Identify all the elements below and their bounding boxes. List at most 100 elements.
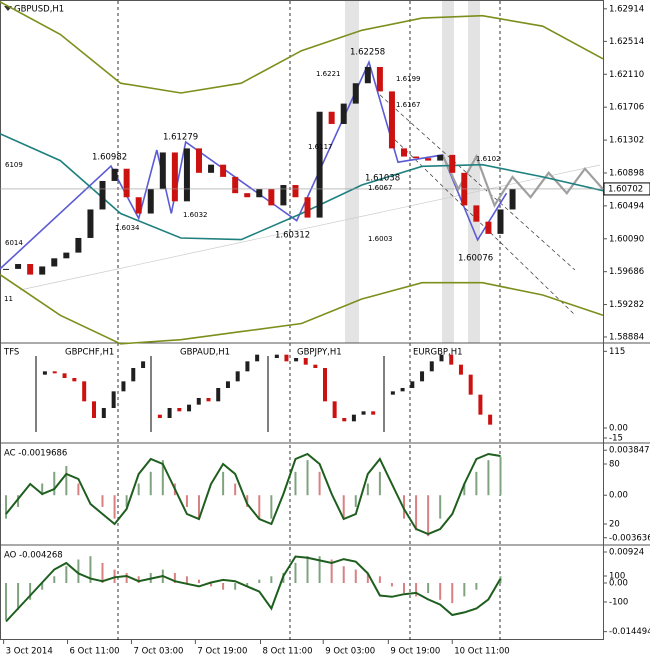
- y-tick-label: 1.62110: [609, 70, 644, 80]
- candle: [123, 168, 130, 198]
- candle: [244, 193, 251, 198]
- candle: [232, 176, 239, 194]
- candle: [316, 111, 323, 218]
- y-tick-label: 0.00: [609, 491, 628, 501]
- y-tick-label: 0.00924: [609, 548, 644, 558]
- candle: [75, 237, 82, 253]
- candle: [208, 164, 215, 173]
- pair-candle: [82, 381, 87, 402]
- candle: [328, 111, 335, 124]
- pair-candle: [245, 361, 250, 372]
- candle: [292, 185, 299, 198]
- annotation: 1.6199: [396, 75, 421, 83]
- pair-candle: [284, 354, 289, 362]
- pair-candle: [342, 418, 347, 422]
- y-tick-label: 20: [609, 520, 620, 530]
- pair-candle: [351, 414, 356, 422]
- annotation: 1.6003: [368, 235, 393, 243]
- pair-candle: [42, 371, 47, 375]
- pair-candle: [332, 401, 337, 418]
- x-tick-label: 6 Oct 11:00: [70, 647, 120, 657]
- annotation: 11: [4, 295, 13, 303]
- pair-candle: [313, 364, 318, 368]
- x-tick-label: 9 Oct 03:00: [325, 647, 375, 657]
- annotation: 1.61279: [163, 133, 198, 143]
- x-tick-label: 9 Oct 19:00: [390, 647, 440, 657]
- candle: [135, 197, 142, 214]
- y-tick-label: -100: [609, 597, 628, 607]
- annotation: 1.60982: [92, 153, 127, 163]
- candle: [509, 189, 516, 210]
- annotation: 1.61038: [365, 174, 400, 184]
- annotation: 1.6032: [183, 211, 208, 219]
- y-tick-label: -0.014494: [609, 627, 650, 637]
- pair-candle: [371, 411, 376, 415]
- pair-candle: [235, 371, 240, 382]
- y-tick-label: 1.61706: [609, 103, 644, 113]
- oscillator-line: [5, 452, 501, 536]
- pair-candle: [274, 354, 279, 358]
- annotation: 1.6034: [115, 224, 140, 232]
- annotation: 6109: [5, 161, 23, 169]
- y-tick-label: 1.62514: [609, 37, 644, 47]
- band: [468, 1, 480, 343]
- pair-candle: [196, 398, 201, 405]
- candle: [27, 264, 34, 275]
- pair-candle: [157, 414, 162, 418]
- pair-candle: [390, 391, 395, 395]
- annotation: 1.6221: [316, 70, 341, 78]
- indicator-line: [0, 1, 604, 94]
- annotation: 1.6067: [368, 184, 393, 192]
- y-tick-label: 100: [609, 572, 625, 582]
- candle: [147, 189, 154, 214]
- pair-label: GBPJPY,H1: [297, 348, 342, 358]
- annotation: 6014: [5, 239, 23, 247]
- pair-candle: [420, 371, 425, 382]
- pair-candle: [101, 408, 106, 418]
- channel-lines: [19, 94, 601, 316]
- indicator-line: [441, 153, 604, 208]
- pair-candle: [111, 391, 116, 408]
- y-tick-label: 1.60898: [609, 168, 644, 178]
- candle: [304, 197, 311, 218]
- candle: [183, 148, 190, 202]
- pair-candle: [439, 354, 444, 362]
- pair-candle: [92, 401, 96, 418]
- pair-candle: [177, 408, 182, 412]
- candle: [15, 264, 22, 269]
- annotation: 1.60312: [275, 231, 310, 241]
- current-price-box: [603, 182, 650, 196]
- candle: [437, 154, 444, 161]
- pair-candle: [167, 408, 172, 418]
- annotation: 1.60076: [458, 254, 493, 264]
- pair-label: GBPCHF,H1: [65, 348, 114, 358]
- candle: [388, 91, 395, 149]
- y-tick-label: 1.59282: [609, 300, 644, 310]
- pair-candle: [62, 373, 67, 378]
- pair-candle: [121, 381, 126, 392]
- pair-label: GBPAUD,H1: [180, 348, 230, 358]
- pair-candle: [410, 381, 415, 388]
- candle: [111, 168, 118, 181]
- frame: [0, 0, 604, 640]
- annotation: 1.6167: [396, 101, 421, 109]
- pair-candle: [468, 374, 473, 395]
- candle: [449, 154, 456, 173]
- candle: [352, 83, 359, 104]
- panel-title: AO -0.004268: [4, 551, 63, 561]
- y-tick-label: -15: [609, 434, 623, 444]
- y-tick-label: 1.58884: [609, 332, 644, 342]
- candle: [63, 252, 70, 259]
- pair-candle: [478, 394, 483, 415]
- candle: [340, 103, 347, 124]
- candle: [171, 152, 178, 202]
- x-tick-label: 8 Oct 11:00: [262, 647, 312, 657]
- annotation: 1.6102: [476, 155, 501, 163]
- y-tick-label: 1.61302: [609, 136, 644, 146]
- pair-candle: [225, 381, 230, 388]
- y-tick-label: 1.59686: [609, 267, 644, 277]
- trend: [19, 164, 601, 291]
- candle: [268, 189, 275, 206]
